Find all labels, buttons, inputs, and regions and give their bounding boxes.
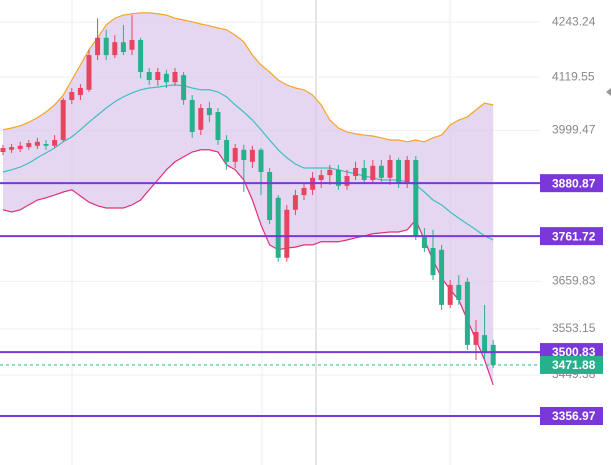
candle-body — [112, 42, 118, 56]
band-line — [2, 149, 494, 386]
band-line — [2, 12, 494, 143]
candle-body — [249, 149, 255, 162]
price-label: 3500.83 — [552, 345, 596, 359]
candle-body — [396, 160, 402, 184]
candle-body — [421, 236, 427, 248]
candle-body — [86, 55, 92, 90]
last-price-label: 3471.88 — [552, 358, 596, 372]
candle-body — [69, 92, 75, 100]
candle-body — [52, 140, 58, 146]
candle-body — [9, 147, 15, 150]
candle-body — [181, 75, 187, 100]
candle-body — [490, 344, 496, 365]
candle-body — [361, 168, 367, 180]
candle-body — [318, 175, 324, 180]
candle-body — [284, 209, 290, 258]
candle-body — [17, 145, 23, 149]
candle-body — [155, 72, 161, 80]
price-label-box — [540, 407, 603, 426]
candle-body — [146, 72, 152, 80]
candle-body — [103, 37, 109, 56]
candle-body — [95, 37, 101, 56]
candle-body — [482, 335, 488, 352]
candle-body — [232, 148, 238, 162]
candle-body — [292, 195, 298, 210]
price-label: 3761.72 — [552, 229, 596, 243]
y-tick-label: 3999.47 — [552, 123, 596, 137]
candle-body — [327, 169, 333, 176]
candle-body — [387, 160, 393, 178]
candle-body — [215, 112, 221, 140]
candle-body — [301, 188, 307, 196]
candle-body — [464, 281, 470, 345]
collapse-icon[interactable] — [606, 88, 611, 96]
candle-body — [0, 148, 6, 152]
candle-body — [34, 141, 40, 146]
y-axis: 4243.244119.553999.473659.833553.153449.… — [540, 14, 603, 426]
price-label-box — [540, 227, 603, 246]
y-tick-label: 3659.83 — [552, 274, 596, 288]
candle-body — [206, 108, 212, 116]
candle-body — [163, 73, 169, 83]
candle-body — [189, 100, 195, 132]
candle-body — [258, 149, 264, 172]
candle-body — [275, 197, 281, 258]
candle-body — [413, 160, 419, 236]
candle-body — [26, 143, 32, 148]
price-label-box — [540, 174, 603, 193]
candle-body — [439, 249, 445, 305]
candle-body — [172, 72, 178, 83]
y-tick-label: 4119.55 — [552, 69, 595, 83]
candle-body — [60, 100, 66, 140]
band-fill — [3, 12, 494, 385]
candle-body — [378, 165, 384, 178]
candle-body — [138, 40, 144, 72]
candle-body — [456, 284, 462, 300]
candle-body — [473, 332, 479, 345]
candle-body — [267, 172, 273, 220]
candle-body — [129, 40, 135, 50]
price-label: 3880.87 — [552, 176, 596, 190]
candle-body — [43, 144, 49, 146]
candle-body — [198, 108, 204, 130]
price-label: 3356.97 — [552, 409, 596, 423]
candle-body — [224, 140, 230, 162]
plot — [0, 12, 540, 418]
candle-body — [447, 284, 453, 305]
candle-body — [241, 149, 247, 160]
candle-body — [77, 88, 83, 96]
candle-body — [404, 160, 410, 184]
candle-body — [353, 168, 359, 176]
last-price-box — [540, 355, 603, 374]
candle-body — [430, 248, 436, 276]
y-tick-label: 4243.24 — [552, 14, 596, 28]
y-tick-label: 3553.15 — [552, 321, 596, 335]
candle-body — [120, 42, 126, 52]
candle-body — [335, 169, 341, 186]
candle-body — [370, 165, 376, 180]
candle-body — [344, 176, 350, 186]
